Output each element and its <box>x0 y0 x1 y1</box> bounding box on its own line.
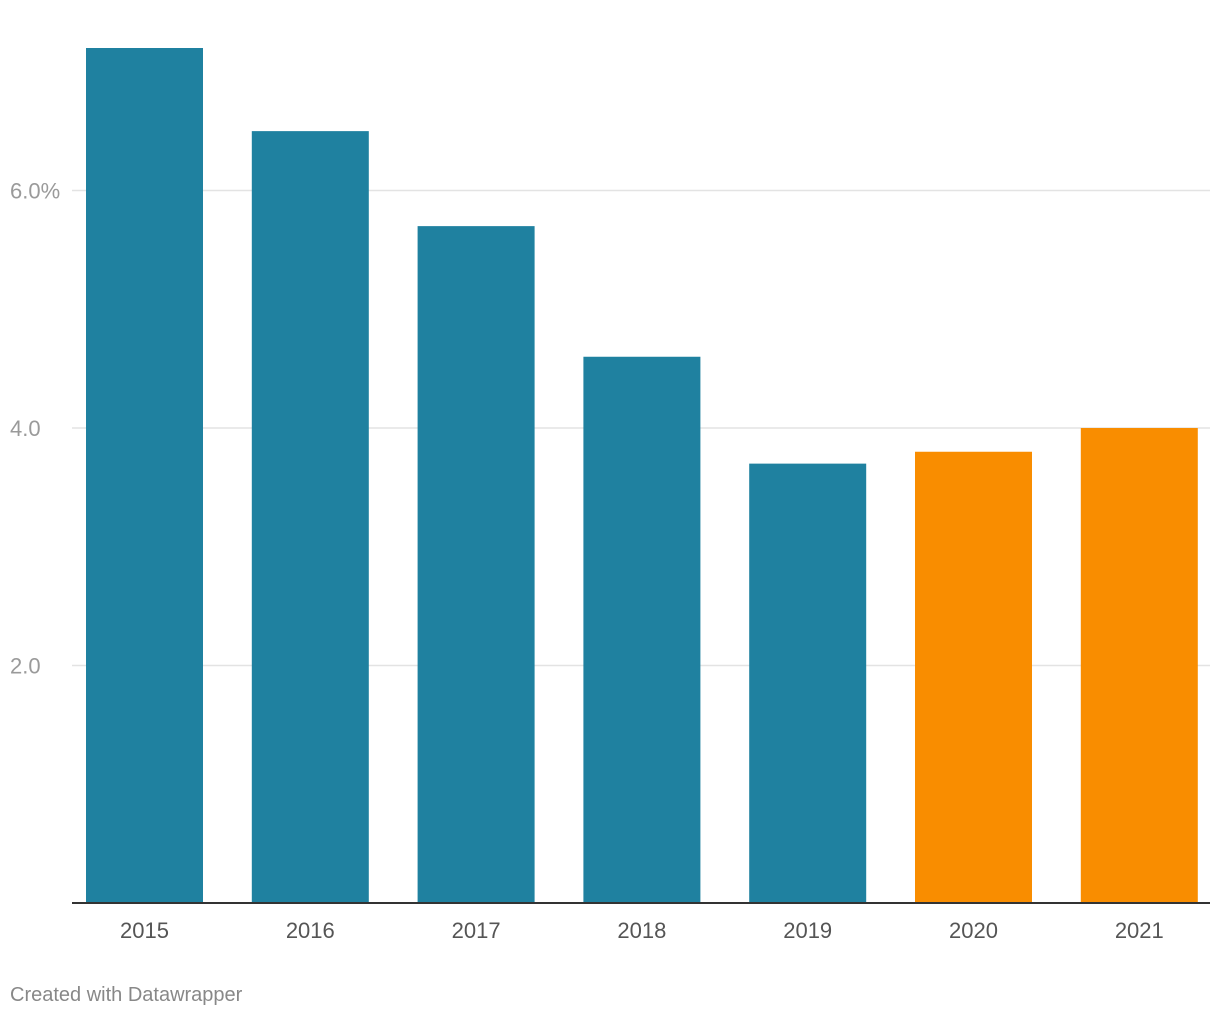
x-category-label-2015: 2015 <box>120 918 169 943</box>
x-category-label-2021: 2021 <box>1115 918 1164 943</box>
x-category-label-2016: 2016 <box>286 918 335 943</box>
bar-2018 <box>583 356 701 903</box>
bar-2021 <box>1080 428 1198 903</box>
bar-2017 <box>417 226 535 903</box>
bar-2015 <box>86 48 203 903</box>
y-tick-label: 2.0 <box>10 654 41 679</box>
x-category-label-2020: 2020 <box>949 918 998 943</box>
bar-chart: 2.0 4.0 6.0% 2015 2016 2017 2018 2019 2020 2021 <box>10 48 1210 943</box>
bar-2020 <box>915 451 1032 903</box>
x-category-label-2018: 2018 <box>617 918 666 943</box>
y-axis-tick-labels: 2.0 4.0 6.0% <box>10 179 60 679</box>
x-category-label-2019: 2019 <box>783 918 832 943</box>
credit-text: Created with Datawrapper <box>10 984 243 1006</box>
bar-2016 <box>251 131 369 903</box>
x-axis-category-labels: 2015 2016 2017 2018 2019 2020 2021 <box>120 918 1164 943</box>
bars <box>86 48 1198 903</box>
y-tick-label: 6.0% <box>10 179 60 204</box>
bar-2019 <box>749 463 867 903</box>
x-category-label-2017: 2017 <box>452 918 501 943</box>
y-tick-label: 4.0 <box>10 416 41 441</box>
